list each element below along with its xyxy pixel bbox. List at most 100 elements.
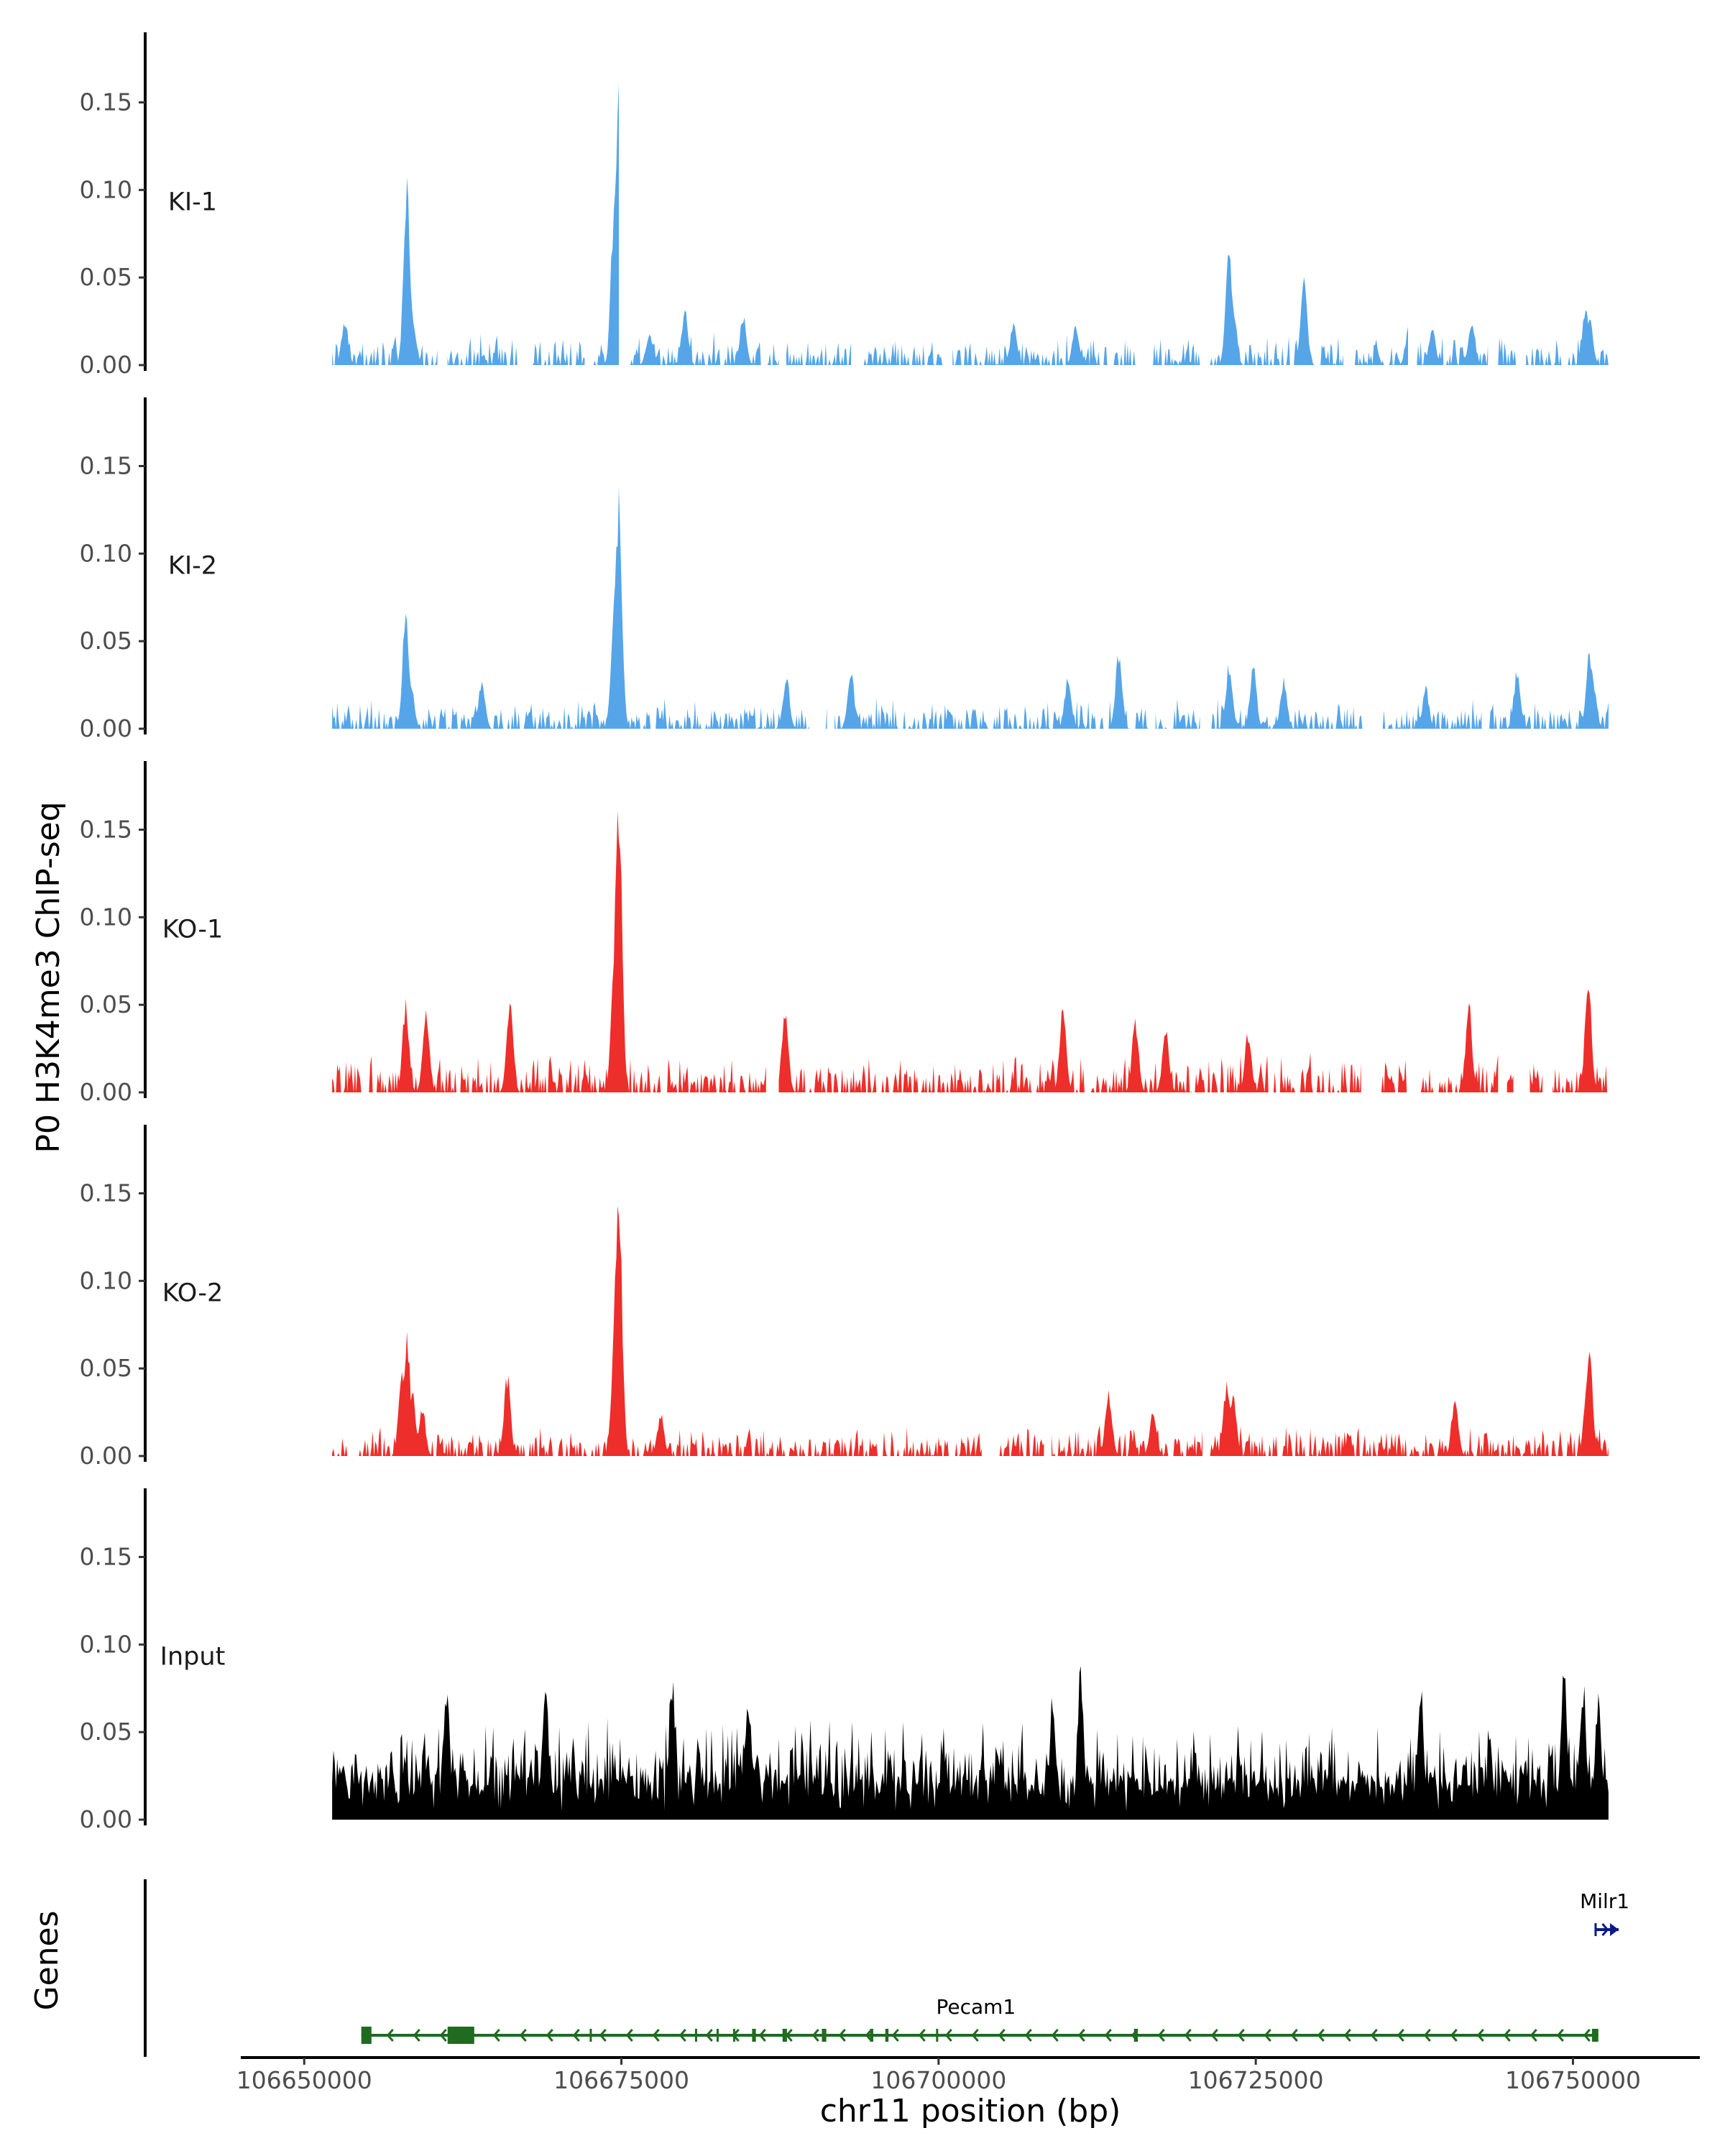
exon: [589, 2029, 592, 2042]
track-ki-2: 0.00 0.05 0.10 0.15 KI-2: [80, 397, 1609, 742]
track-label: KI-1: [168, 188, 217, 216]
track-label: Input: [160, 1642, 226, 1671]
strand-chevron-icon: [1450, 2029, 1458, 2042]
strand-chevron-icon: [1503, 2029, 1511, 2042]
exon: [447, 2027, 474, 2044]
strand-chevron-icon: [1530, 2029, 1537, 2042]
strand-chevron-icon: [1423, 2029, 1431, 2042]
exon: [822, 2029, 827, 2042]
tracks-layer: 0.00 0.05 0.10 0.15 KI-1 0.00 0.05 0.10 0.15 KI-2…: [80, 32, 1609, 1833]
y-tick-label: 0.00: [80, 714, 132, 742]
strand-chevron-icon: [1370, 2029, 1378, 2042]
x-tick-label: 106750000: [1505, 2066, 1641, 2094]
exon: [1594, 1923, 1597, 1936]
strand-chevron-icon: [1210, 2029, 1218, 2042]
strand-chevron-icon: [386, 2029, 394, 2042]
x-tick-label: 106675000: [553, 2066, 689, 2094]
strand-arrow-icon: [1610, 1923, 1619, 1936]
strand-chevron-icon: [1317, 2029, 1325, 2042]
strand-chevron-icon: [652, 2029, 660, 2042]
y-axis-title: P0 H3K4me3 ChIP-seq: [30, 801, 67, 1153]
exon: [1591, 2029, 1598, 2042]
track-label: KO-2: [162, 1279, 223, 1307]
y-tick-label: 0.10: [80, 903, 132, 931]
track-ki-1: 0.00 0.05 0.10 0.15 KI-1: [80, 32, 1609, 379]
exon: [732, 2029, 735, 2042]
y-tick-label: 0.15: [80, 1179, 132, 1207]
y-tick-label: 0.05: [80, 990, 132, 1018]
y-tick-label: 0.05: [80, 627, 132, 655]
signal-area-input: [332, 1666, 1609, 1820]
exon: [361, 2027, 372, 2044]
strand-chevron-icon: [1051, 2029, 1059, 2042]
y-tick-label: 0.05: [80, 1354, 132, 1382]
track-ko-1: 0.00 0.05 0.10 0.15 KO-1: [80, 761, 1609, 1106]
exon: [936, 2029, 939, 2042]
strand-chevron-icon: [998, 2029, 1006, 2042]
exon: [1133, 2029, 1138, 2042]
strand-chevron-icon: [492, 2029, 500, 2042]
strand-chevron-icon: [519, 2029, 527, 2042]
strand-chevron-icon: [838, 2029, 846, 2042]
y-tick-label: 0.15: [80, 451, 132, 479]
strand-chevron-icon: [705, 2029, 713, 2042]
y-tick-label: 0.15: [80, 1542, 132, 1570]
strand-chevron-icon: [625, 2029, 633, 2042]
signal-area-ki-1: [332, 83, 1609, 365]
track-ko-2: 0.00 0.05 0.10 0.15 KO-2: [80, 1125, 1609, 1470]
track-label: KO-1: [162, 915, 223, 944]
strand-chevron-icon: [1397, 2029, 1404, 2042]
strand-chevron-icon: [1157, 2029, 1165, 2042]
x-axis-title: chr11 position (bp): [820, 2093, 1121, 2129]
strand-chevron-icon: [1237, 2029, 1245, 2042]
strand-chevron-icon: [891, 2029, 899, 2042]
strand-chevron-icon: [1077, 2029, 1085, 2042]
y-tick-label: 0.10: [80, 1630, 132, 1658]
x-tick-label: 106725000: [1188, 2066, 1324, 2094]
y-tick-label: 0.05: [80, 263, 132, 291]
strand-chevron-icon: [1476, 2029, 1484, 2042]
exon: [870, 2029, 873, 2042]
y-tick-label: 0.00: [80, 351, 132, 379]
y-tick-label: 0.15: [80, 815, 132, 843]
strand-chevron-icon: [1104, 2029, 1112, 2042]
exon: [885, 2029, 889, 2042]
x-tick-label: 106650000: [236, 2066, 372, 2094]
strand-chevron-icon: [1184, 2029, 1192, 2042]
gene-milr1: Milr1: [1580, 1889, 1629, 1936]
strand-chevron-icon: [1264, 2029, 1271, 2042]
exon: [716, 2029, 719, 2042]
strand-chevron-icon: [1583, 2029, 1591, 2042]
y-tick-label: 0.05: [80, 1718, 132, 1746]
exon: [694, 2029, 697, 2042]
strand-chevron-icon: [572, 2029, 580, 2042]
signal-area-ko-2: [332, 1205, 1609, 1456]
strand-chevron-icon: [918, 2029, 926, 2042]
y-tick-label: 0.15: [80, 88, 132, 116]
y-tick-label: 0.10: [80, 1266, 132, 1294]
strand-chevron-icon: [1556, 2029, 1564, 2042]
y-tick-label: 0.10: [80, 175, 132, 203]
x-tick-label: 106700000: [870, 2066, 1006, 2094]
strand-chevron-icon: [944, 2029, 952, 2042]
y-tick-label: 0.00: [80, 1805, 132, 1833]
gene-label: Milr1: [1580, 1889, 1629, 1913]
strand-chevron-icon: [1024, 2029, 1032, 2042]
strand-chevron-icon: [811, 2029, 819, 2042]
strand-chevron-icon: [678, 2029, 686, 2042]
strand-chevron-icon: [439, 2029, 447, 2042]
genes-layer: Pecam1 Milr1: [144, 1879, 1629, 2057]
y-tick-label: 0.00: [80, 1442, 132, 1470]
strand-chevron-icon: [1601, 1923, 1609, 1936]
y-tick-label: 0.00: [80, 1078, 132, 1106]
strand-chevron-icon: [413, 2029, 420, 2042]
track-input: 0.00 0.05 0.10 0.15 Input: [80, 1488, 1609, 1833]
y-tick-label: 0.10: [80, 539, 132, 567]
strand-chevron-icon: [865, 2029, 873, 2042]
gene-pecam1: Pecam1: [361, 1995, 1598, 2044]
exon: [782, 2029, 787, 2042]
strand-chevron-icon: [758, 2029, 766, 2042]
strand-chevron-icon: [599, 2029, 607, 2042]
track-label: KI-2: [168, 551, 217, 580]
